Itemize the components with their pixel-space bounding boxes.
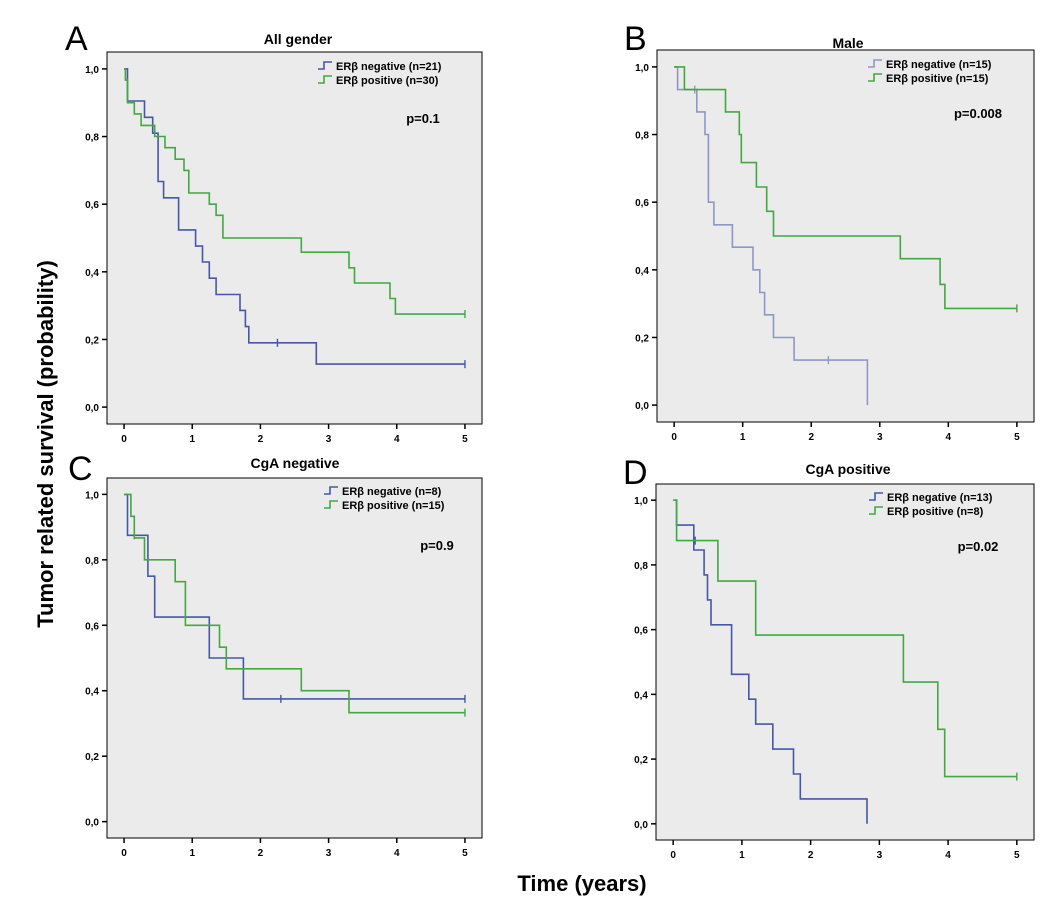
x-tick-label: 0 (121, 434, 127, 445)
legend-swatch (869, 492, 883, 501)
legend-entry: ERβ negative (n=21) (336, 61, 442, 73)
series-line-positive (674, 66, 1017, 310)
plot-area (655, 483, 1035, 841)
legend-swatch (324, 500, 338, 509)
x-tick-label: 0 (670, 850, 676, 861)
panels-group: A All gender 0,0 0,2 0,4 0,6 0,8 1,0 0 1 2 3 4 5 ERβ n… (65, 20, 1035, 861)
legend-swatch (318, 75, 332, 84)
y-tick-label: 1,0 (634, 496, 648, 507)
x-tick-label: 4 (394, 848, 400, 859)
p-value: p=0.02 (958, 539, 999, 554)
series-line-positive (124, 493, 465, 714)
x-tick-label: 3 (326, 434, 332, 445)
panel-c: C CgA negative 0,0 0,2 0,4 0,6 0,8 1,0 0 1 2 3 4 5 ERβ… (68, 450, 483, 859)
y-tick-label: 0,2 (85, 335, 99, 346)
x-tick-label: 4 (945, 850, 951, 861)
p-value: p=0.1 (406, 111, 440, 126)
legend-entry: ERβ negative (n=8) (342, 486, 442, 498)
legend-swatch (318, 61, 332, 70)
panel-title: CgA negative (251, 455, 340, 471)
x-tick-label: 4 (394, 434, 400, 445)
y-tick-label: 0,6 (635, 198, 649, 209)
y-tick-label: 0,4 (635, 266, 649, 277)
x-tick-label: 4 (946, 432, 952, 443)
y-tick-label: 0,6 (634, 626, 648, 637)
x-tick-label: 1 (739, 850, 745, 861)
legend-entry: ERβ positive (n=8) (887, 506, 984, 518)
legend-entry: ERβ negative (n=13) (887, 492, 993, 504)
x-tick-label: 2 (808, 432, 814, 443)
x-tick-label: 5 (1014, 850, 1020, 861)
x-tick-label: 5 (462, 434, 468, 445)
y-tick-label: 0,6 (85, 200, 99, 211)
y-tick-label: 0,4 (85, 687, 99, 698)
panel-b: B Male 0,0 0,2 0,4 0,6 0,8 1,0 0 1 2 3 4 5 ERβ negativ… (624, 20, 1035, 443)
y-tick-label: 0,8 (634, 561, 648, 572)
y-tick-label: 0,6 (85, 621, 99, 632)
x-axis-label: Time (years) (517, 871, 646, 896)
legend-entry: ERβ positive (n=30) (336, 75, 439, 87)
legend-entry: ERβ positive (n=15) (886, 73, 989, 85)
x-tick-label: 5 (462, 848, 468, 859)
y-tick-label: 0,8 (85, 133, 99, 144)
panel-title: CgA positive (805, 461, 890, 477)
legend-swatch (324, 486, 338, 495)
x-tick-label: 0 (121, 848, 127, 859)
p-value: p=0.008 (954, 106, 1002, 121)
panel-d: D CgA positive 0,0 0,2 0,4 0,6 0,8 1,0 0 1 2 3 4 5 ERβ… (623, 454, 1035, 861)
p-value: p=0.9 (420, 538, 454, 553)
panel-letter: D (623, 454, 648, 492)
x-tick-label: 0 (671, 432, 677, 443)
y-tick-label: 1,0 (635, 63, 649, 74)
legend-entry: ERβ positive (n=15) (342, 500, 445, 512)
panel-title: Male (832, 35, 863, 51)
legend-swatch (868, 73, 882, 82)
panel-a: A All gender 0,0 0,2 0,4 0,6 0,8 1,0 0 1 2 3 4 5 ERβ n… (65, 20, 483, 445)
y-tick-label: 0,4 (634, 690, 648, 701)
y-tick-label: 0,8 (85, 556, 99, 567)
x-tick-label: 1 (740, 432, 746, 443)
x-tick-label: 1 (189, 434, 195, 445)
panel-title: All gender (264, 31, 333, 47)
x-tick-label: 1 (189, 848, 195, 859)
legend-entry: ERβ negative (n=15) (886, 59, 992, 71)
y-tick-label: 0,4 (85, 268, 99, 279)
y-tick-label: 0,2 (635, 333, 649, 344)
series-line-positive (673, 499, 1017, 778)
legend-swatch (869, 506, 883, 515)
series-line-negative (124, 493, 465, 700)
series-line-negative (674, 66, 869, 406)
y-tick-label: 0,0 (85, 818, 99, 829)
y-tick-label: 0,0 (635, 401, 649, 412)
series-line-positive (124, 68, 465, 315)
x-tick-label: 3 (877, 850, 883, 861)
panel-letter: B (624, 20, 647, 58)
x-tick-label: 5 (1014, 432, 1020, 443)
y-tick-label: 0,0 (634, 820, 648, 831)
y-tick-label: 1,0 (85, 490, 99, 501)
y-tick-label: 0,8 (635, 131, 649, 142)
plot-area (106, 477, 483, 839)
x-tick-label: 2 (258, 434, 264, 445)
y-tick-label: 0,2 (634, 755, 648, 766)
legend-swatch (868, 59, 882, 68)
panel-letter: A (65, 20, 88, 58)
x-tick-label: 3 (326, 848, 332, 859)
panel-letter: C (68, 450, 93, 488)
x-tick-label: 2 (258, 848, 264, 859)
y-tick-label: 0,2 (85, 752, 99, 763)
x-tick-label: 2 (808, 850, 814, 861)
y-tick-label: 1,0 (85, 65, 99, 76)
series-line-negative (124, 68, 465, 365)
y-tick-label: 0,0 (85, 403, 99, 414)
series-line-negative (673, 499, 868, 824)
y-axis-label: Tumor related survival (probability) (33, 260, 58, 628)
x-tick-label: 3 (877, 432, 883, 443)
